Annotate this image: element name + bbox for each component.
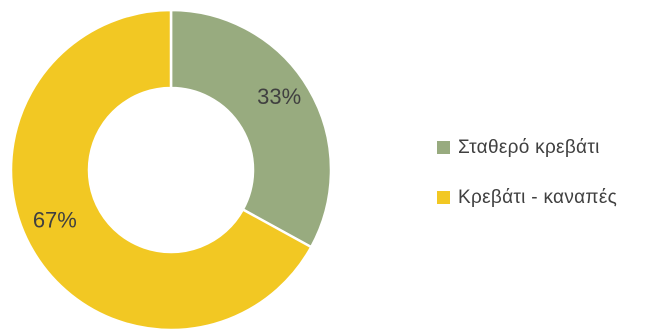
legend-swatch-fixed-bed <box>437 141 450 154</box>
legend-item-fixed-bed: Σταθερό κρεβάτι <box>437 134 671 161</box>
legend-label-sofa-bed: Κρεβάτι - καναπές <box>458 186 618 208</box>
donut-slice-fixed-bed <box>169 8 333 249</box>
legend-label-fixed-bed: Σταθερό κρεβάτι <box>458 136 600 158</box>
legend-swatch-sofa-bed <box>437 191 450 204</box>
donut-slice-sofa-bed <box>9 8 313 329</box>
legend-item-sofa-bed: Κρεβάτι - καναπές <box>437 184 671 211</box>
chart-legend: Σταθερό κρεβάτι Κρεβάτι - καναπές <box>437 134 671 234</box>
data-label-sofa-bed: 67% <box>33 207 77 232</box>
data-label-fixed-bed: 33% <box>257 84 301 109</box>
